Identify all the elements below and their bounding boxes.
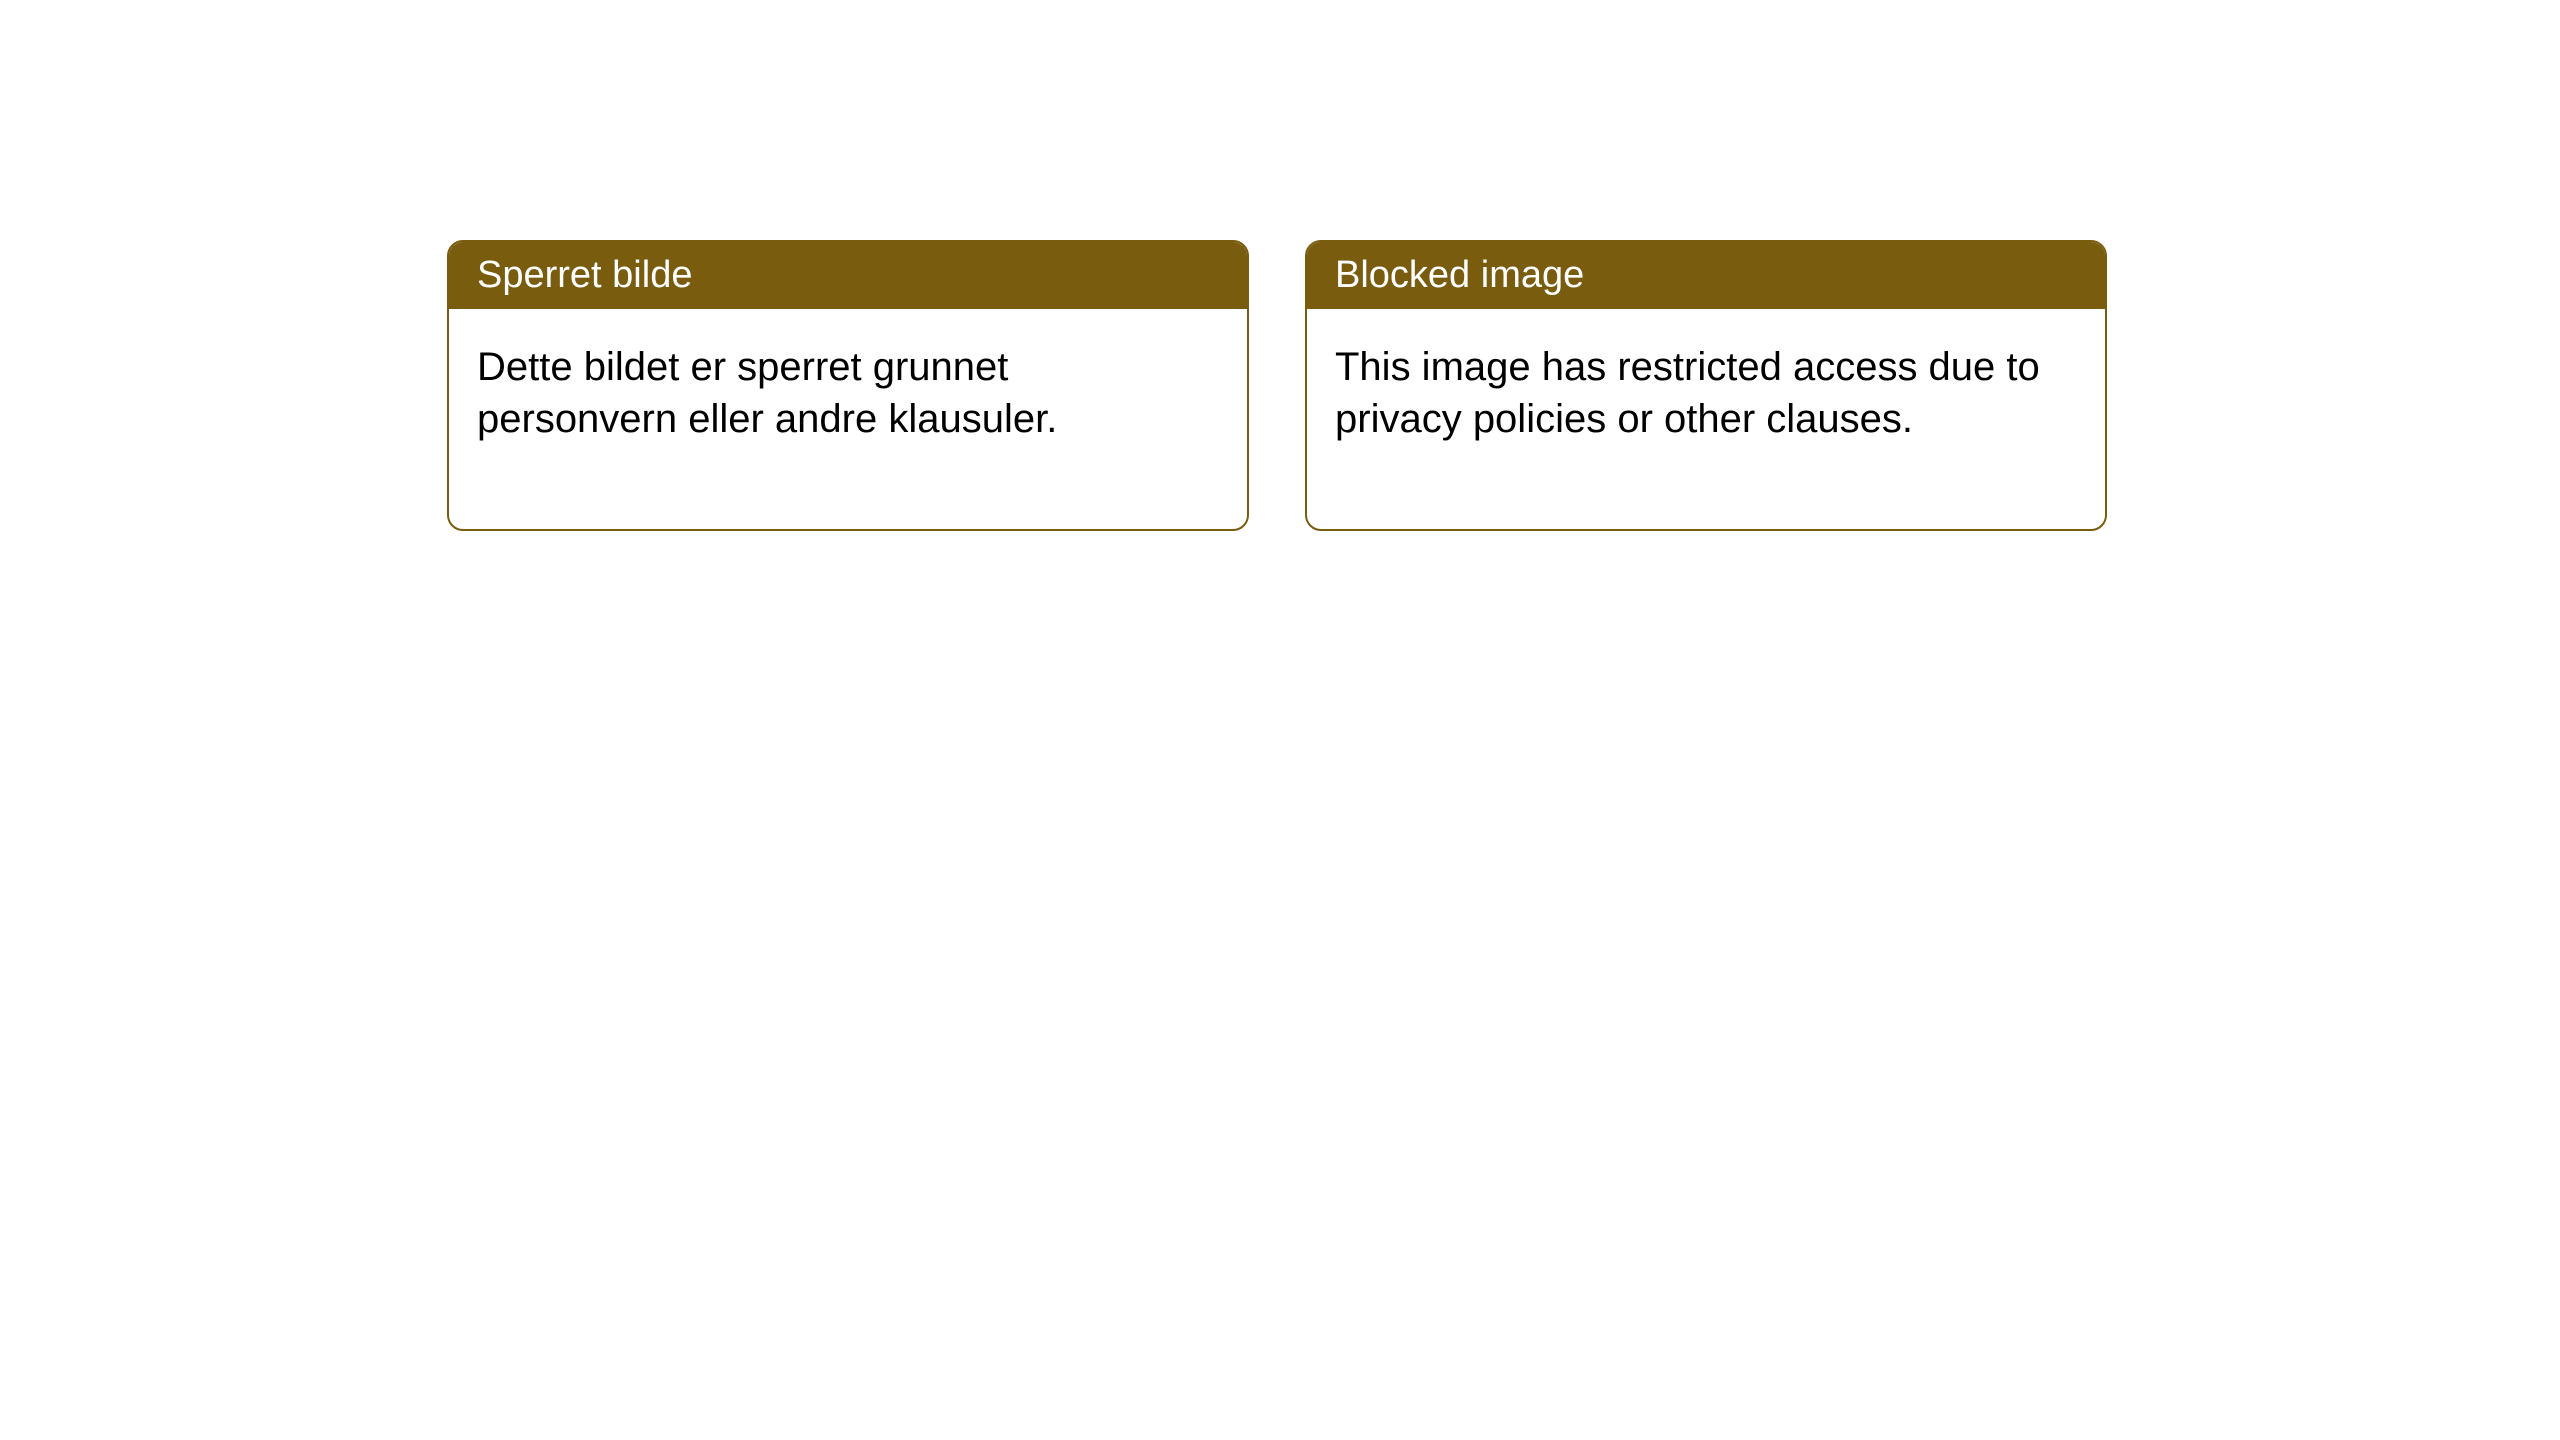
notice-body-norwegian: Dette bildet er sperret grunnet personve… [449,309,1247,529]
notice-container: Sperret bilde Dette bildet er sperret gr… [447,240,2107,531]
notice-body-english: This image has restricted access due to … [1307,309,2105,529]
notice-header-norwegian: Sperret bilde [449,242,1247,309]
notice-card-norwegian: Sperret bilde Dette bildet er sperret gr… [447,240,1249,531]
notice-card-english: Blocked image This image has restricted … [1305,240,2107,531]
notice-header-english: Blocked image [1307,242,2105,309]
